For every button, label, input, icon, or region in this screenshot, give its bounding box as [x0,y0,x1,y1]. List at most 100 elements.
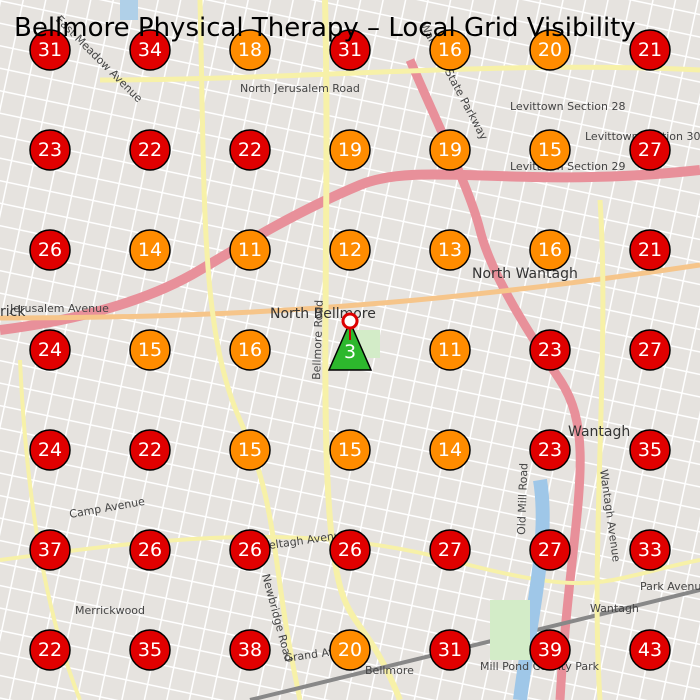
rank-label: 20 [538,39,562,61]
rank-label: 26 [238,539,262,561]
rank-circle [429,629,471,671]
rank-circle [29,29,71,71]
map-label: Jerusalem Avenue [9,302,109,315]
grid-marker: 27 [629,329,671,371]
rank-label: 15 [538,139,562,161]
rank-circle [229,129,271,171]
map-label: North Wantagh [472,266,578,282]
rank-label: 14 [438,439,462,461]
rank-circle [329,429,371,471]
rank-circle [629,29,671,71]
pond [120,0,138,20]
grid-marker: 3 [327,320,373,371]
rank-label: 19 [438,139,462,161]
title: Bellmore Physical Therapy – Local Grid V… [14,13,636,43]
grid-marker: 15 [129,329,171,371]
grid-marker: 21 [629,29,671,71]
grid-marker: 38 [229,629,271,671]
rank-label: 43 [638,639,662,661]
grid-marker: 22 [229,129,271,171]
rank-circle [229,29,271,71]
rank-circle [229,229,271,271]
rank-circle [129,429,171,471]
rank-label: 31 [438,639,462,661]
rank-label: 21 [638,239,662,261]
map-label: Levittown Section 28 [510,100,625,113]
rank-label: 18 [238,39,262,61]
grid-marker: 14 [129,229,171,271]
rank-label: 24 [38,439,62,461]
rank-circle [29,129,71,171]
rank-label: 16 [538,239,562,261]
rank-label: 37 [38,539,62,561]
grid-marker: 15 [329,429,371,471]
rank-label: 11 [238,239,262,261]
map-label: Wantagh [590,602,639,615]
grid-marker: 22 [129,129,171,171]
rank-label: 35 [138,639,162,661]
grid-marker: 26 [229,529,271,571]
rank-circle [129,529,171,571]
rank-circle [129,29,171,71]
rank-circle [229,329,271,371]
rank-label: 27 [638,139,662,161]
rank-circle [429,29,471,71]
rank-label: 33 [638,539,662,561]
rank-label: 23 [38,139,62,161]
grid-marker: 26 [329,529,371,571]
grid-marker: 15 [229,429,271,471]
rank-label: 23 [538,339,562,361]
rank-circle [29,529,71,571]
grid-markers: 31 34 18 31 16 20 21 23 22 22 19 19 15 27 26 14 11 12 13 16… [29,29,671,671]
rank-label: 20 [338,639,362,661]
grid-marker: 35 [629,429,671,471]
rank-label: 24 [38,339,62,361]
rank-label: 27 [638,339,662,361]
grid-marker: 27 [429,529,471,571]
rank-circle [129,629,171,671]
rank-label: 31 [338,39,362,61]
map-label: Bellmore Road [310,300,326,380]
grid-marker: 16 [529,229,571,271]
map-label: North Jerusalem Road [240,82,360,95]
rank-circle [29,629,71,671]
rank-circle [329,629,371,671]
rank-circle [629,329,671,371]
grid-marker: 34 [129,29,171,71]
grid-marker: 39 [529,629,571,671]
rank-circle [229,529,271,571]
rank-circle [629,229,671,271]
rank-circle [529,329,571,371]
grid-marker: 21 [629,229,671,271]
rank-circle [629,129,671,171]
grid-marker: 11 [229,229,271,271]
rank-label: 16 [438,39,462,61]
rank-label: 35 [638,439,662,461]
map-label: rick [0,304,26,320]
grid-marker: 31 [329,29,371,71]
map-label: Merrickwood [75,604,145,617]
grid-marker: 37 [29,529,71,571]
rank-circle [429,329,471,371]
rank-label: 31 [38,39,62,61]
grid-marker: 27 [629,129,671,171]
rank-label: 15 [338,439,362,461]
rank-circle [529,129,571,171]
park [490,600,530,660]
grid-marker: 23 [529,429,571,471]
rank-circle [429,429,471,471]
rank-label: 15 [238,439,262,461]
grid-marker: 26 [129,529,171,571]
rank-circle [429,129,471,171]
rank-circle [629,629,671,671]
rank-label: 26 [138,539,162,561]
grid-marker: 15 [529,129,571,171]
rank-label: 23 [538,439,562,461]
rank-label: 22 [138,139,162,161]
rank-circle [529,629,571,671]
grid-marker: 31 [429,629,471,671]
rank-label: 19 [338,139,362,161]
rank-circle [529,229,571,271]
